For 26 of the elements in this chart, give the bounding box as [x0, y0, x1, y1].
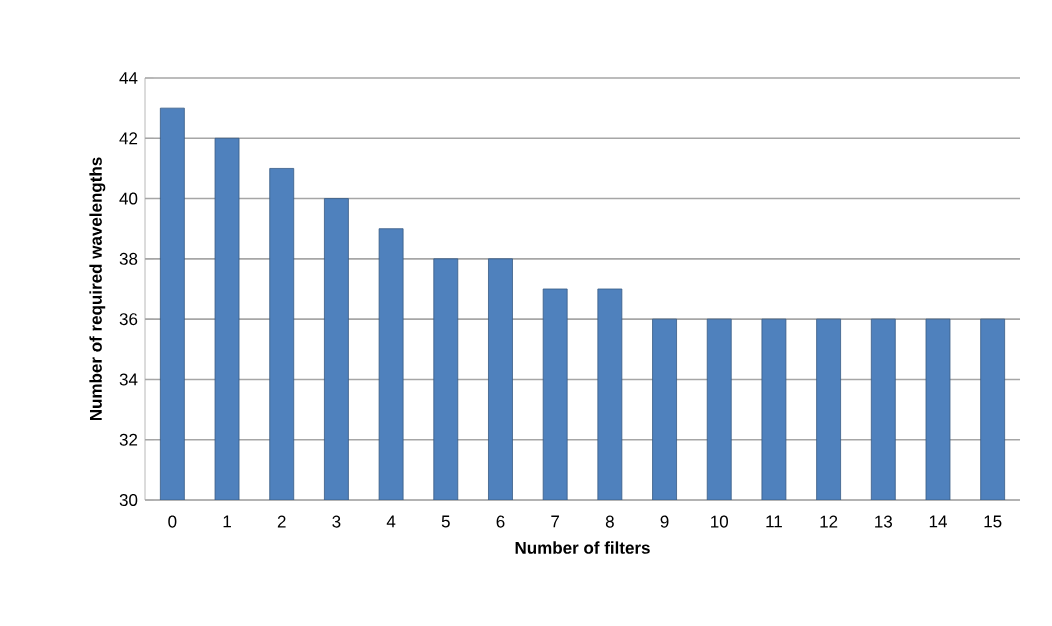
y-tick-label: 34	[119, 373, 138, 386]
x-tick-label: 2	[277, 515, 286, 528]
x-tick-label: 11	[766, 515, 782, 528]
x-tick-label: 15	[984, 515, 1002, 528]
y-tick-label: 36	[119, 313, 138, 326]
y-tick-label: 38	[119, 252, 138, 265]
x-tick-label: 8	[605, 515, 614, 528]
y-tick-label: 44	[119, 72, 138, 84]
y-axis-title: Number of required wavelengths	[89, 157, 106, 421]
y-tick-label: 30	[119, 493, 138, 507]
x-tick-label: 12	[820, 515, 838, 528]
x-tick-label: 1	[223, 515, 231, 528]
y-tick-label: 40	[119, 192, 138, 205]
x-axis-title: Number of filters	[515, 541, 650, 554]
x-tick-label: 6	[496, 515, 505, 528]
x-tick-label: 0	[168, 515, 177, 528]
x-tick-label: 7	[551, 515, 560, 528]
x-tick-label: 10	[711, 515, 729, 528]
x-tick-label: 4	[386, 515, 396, 528]
x-tick-label: 14	[929, 515, 947, 528]
x-tick-label: 9	[660, 515, 669, 528]
y-tick-label: 32	[119, 433, 138, 446]
x-tick-label: 13	[875, 515, 893, 528]
x-tick-label: 5	[441, 515, 450, 528]
y-tick-label: 42	[119, 132, 138, 145]
x-tick-label: 3	[332, 515, 341, 528]
